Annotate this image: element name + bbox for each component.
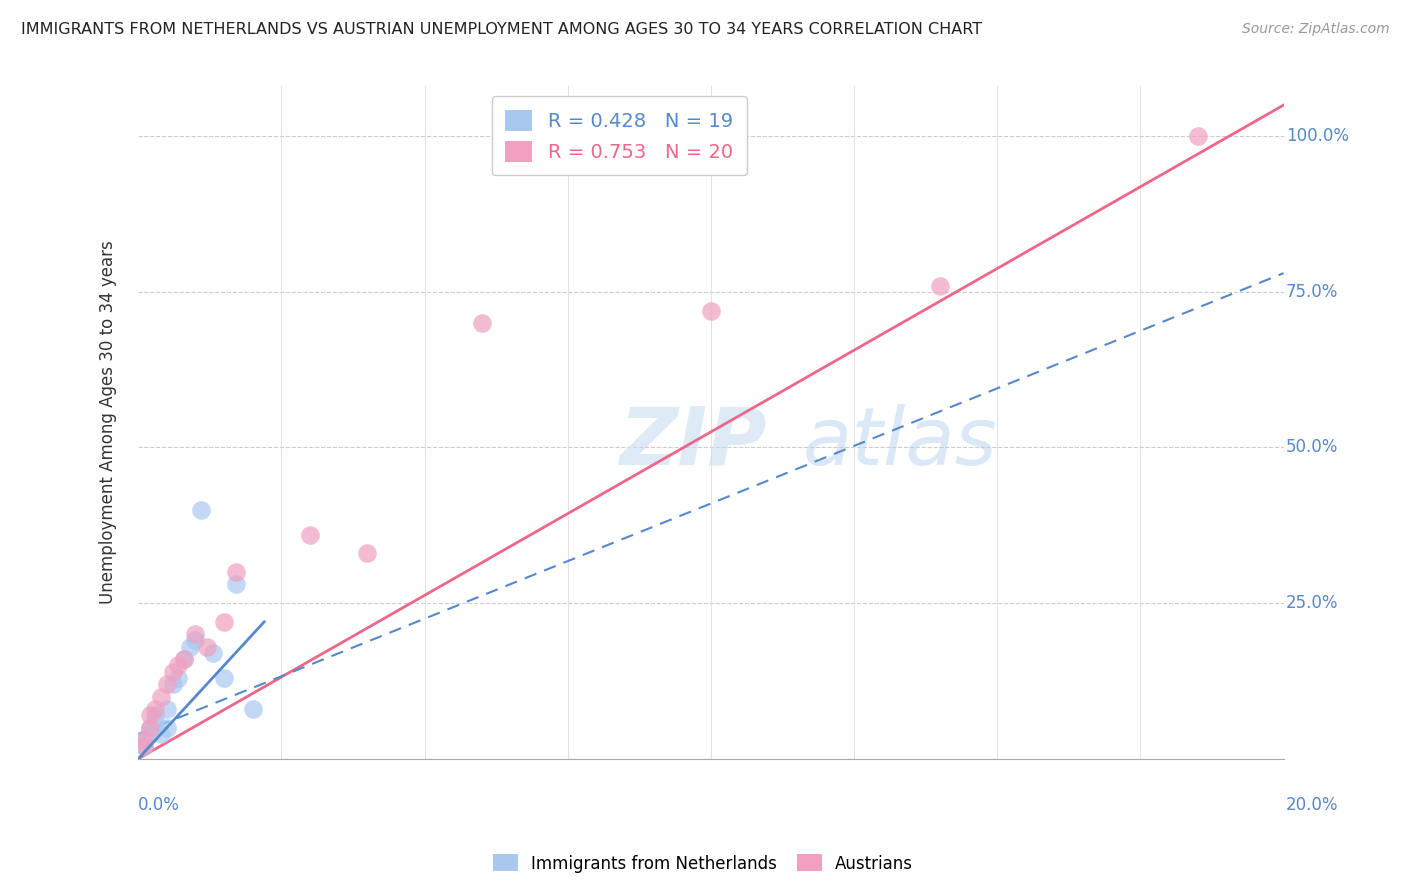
Y-axis label: Unemployment Among Ages 30 to 34 years: Unemployment Among Ages 30 to 34 years	[100, 241, 117, 605]
Point	[167, 671, 190, 685]
Point	[298, 527, 321, 541]
Point	[167, 658, 190, 673]
Point	[195, 640, 218, 654]
Text: 25.0%: 25.0%	[1286, 594, 1339, 612]
Text: 100.0%: 100.0%	[1286, 128, 1348, 145]
Point	[132, 739, 155, 754]
Point	[471, 316, 494, 330]
Point	[184, 627, 207, 641]
Point	[242, 702, 264, 716]
Point	[156, 721, 179, 735]
Point	[700, 303, 723, 318]
Point	[356, 546, 378, 560]
Text: 20.0%: 20.0%	[1286, 796, 1339, 814]
Point	[190, 502, 212, 516]
Text: Source: ZipAtlas.com: Source: ZipAtlas.com	[1241, 22, 1389, 37]
Point	[225, 577, 247, 591]
Point	[201, 646, 224, 660]
Text: ZIP: ZIP	[619, 404, 766, 482]
Point	[138, 721, 160, 735]
Point	[156, 702, 179, 716]
Point	[184, 633, 207, 648]
Point	[173, 652, 195, 666]
Point	[929, 278, 952, 293]
Point	[145, 714, 167, 729]
Point	[150, 727, 173, 741]
Point	[156, 677, 179, 691]
Point	[179, 640, 201, 654]
Point	[1187, 129, 1209, 144]
Legend: R = 0.428   N = 19, R = 0.753   N = 20: R = 0.428 N = 19, R = 0.753 N = 20	[492, 96, 747, 176]
Point	[150, 690, 173, 704]
Point	[138, 727, 160, 741]
Point	[225, 565, 247, 579]
Point	[162, 665, 184, 679]
Point	[132, 733, 155, 747]
Point	[138, 708, 160, 723]
Text: 0.0%: 0.0%	[138, 796, 180, 814]
Point	[138, 721, 160, 735]
Point	[173, 652, 195, 666]
Point	[132, 739, 155, 754]
Text: 75.0%: 75.0%	[1286, 283, 1339, 301]
Point	[145, 708, 167, 723]
Point	[212, 671, 235, 685]
Text: IMMIGRANTS FROM NETHERLANDS VS AUSTRIAN UNEMPLOYMENT AMONG AGES 30 TO 34 YEARS C: IMMIGRANTS FROM NETHERLANDS VS AUSTRIAN …	[21, 22, 983, 37]
Point	[132, 733, 155, 747]
Text: atlas: atlas	[803, 404, 997, 482]
Legend: Immigrants from Netherlands, Austrians: Immigrants from Netherlands, Austrians	[486, 847, 920, 880]
Point	[162, 677, 184, 691]
Point	[145, 702, 167, 716]
Point	[212, 615, 235, 629]
Text: 50.0%: 50.0%	[1286, 439, 1339, 457]
